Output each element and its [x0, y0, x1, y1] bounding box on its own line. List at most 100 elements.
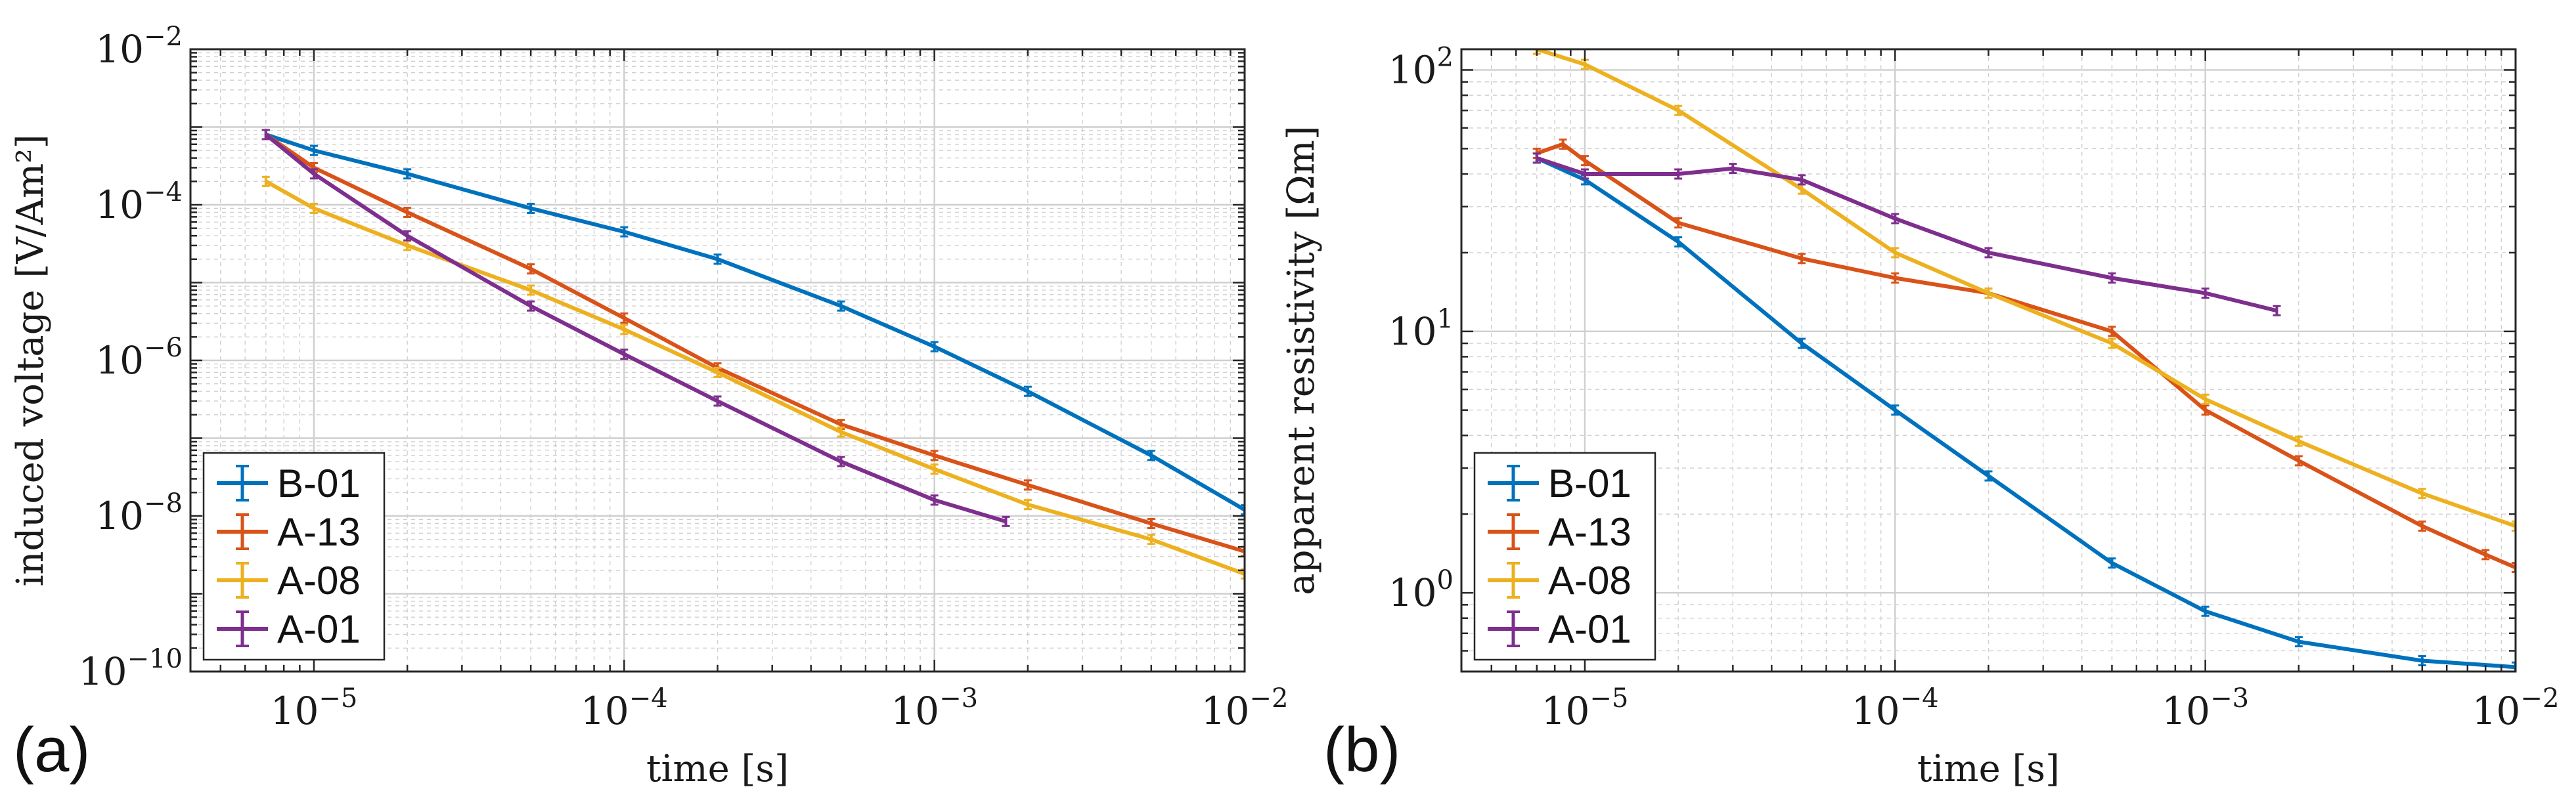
x-tick-label: 10−4 — [581, 683, 668, 733]
data-point-b-01 — [2108, 557, 2116, 569]
data-point-a-13 — [620, 312, 629, 324]
data-point-a-01 — [620, 349, 629, 360]
data-point-b-01 — [2201, 605, 2210, 617]
data-point-b-01 — [1147, 450, 1155, 461]
x-tick-label: 10−5 — [271, 683, 358, 733]
data-point-a-08 — [1984, 288, 1993, 299]
data-point-a-13 — [1580, 155, 1589, 167]
y-tick-label: 102 — [1388, 43, 1454, 93]
data-point-a-08 — [527, 284, 535, 296]
legend-item-a-08: A-08 — [217, 559, 361, 603]
panel-a-voltage-chart: 10−5 10−4 10−3 10−2 10−10 10−8 10−6 10−4 10−2 tim… — [9, 22, 1288, 790]
legend-item-a-01: A-01 — [1488, 607, 1632, 651]
data-point-a-08 — [1241, 568, 1245, 580]
legend-label: B-01 — [277, 461, 361, 505]
x-tick-label: 10−2 — [1201, 683, 1289, 733]
data-point-a-13 — [527, 263, 535, 275]
data-point-b-01 — [1023, 385, 1032, 397]
y-tick-label: 10−4 — [95, 177, 183, 227]
data-point-a-08 — [2108, 337, 2116, 349]
data-point-a-01 — [713, 395, 722, 407]
y-tick-label: 101 — [1388, 304, 1454, 354]
y-tick-label: 10−10 — [79, 644, 183, 694]
data-point-a-08 — [2201, 393, 2210, 405]
data-point-a-13 — [1798, 253, 1806, 265]
data-point-b-01 — [930, 341, 939, 353]
y-tick-label: 100 — [1388, 565, 1454, 615]
series-group — [261, 129, 1245, 580]
data-point-b-01 — [403, 168, 412, 180]
data-point-b-01 — [2512, 661, 2516, 672]
panel-b-resistivity-chart: 10−5 10−4 10−3 10−2 100 101 102 time [s] apparen… — [1280, 43, 2559, 790]
data-point-a-08 — [713, 366, 722, 378]
data-point-a-13 — [2108, 326, 2116, 337]
panel-label: (b) — [1323, 715, 1400, 785]
data-point-a-01 — [309, 168, 318, 180]
data-point-a-13 — [2418, 520, 2426, 532]
legend-label: B-01 — [1548, 461, 1632, 505]
x-tick-label: 10−3 — [891, 683, 978, 733]
data-point-a-01 — [1984, 247, 1993, 259]
data-point-a-01 — [2201, 288, 2210, 299]
data-point-b-01 — [1891, 404, 1899, 416]
legend-item-b-01: B-01 — [217, 461, 361, 505]
data-point-a-08 — [620, 324, 629, 335]
legend-label: A-01 — [1548, 607, 1632, 651]
data-point-a-01 — [1532, 152, 1541, 164]
data-point-a-01 — [1580, 168, 1589, 180]
data-point-a-01 — [1674, 168, 1683, 180]
data-point-a-13 — [403, 206, 412, 218]
legend-item-a-13: A-13 — [217, 510, 361, 554]
y-tick-label: 10−2 — [95, 22, 183, 72]
data-point-a-08 — [309, 202, 318, 214]
legend: B-01 A-13 A-08A-01 — [1473, 452, 1656, 661]
series-line-a-01 — [1536, 156, 2278, 313]
data-point-a-13 — [1023, 479, 1032, 491]
data-point-a-13 — [1674, 217, 1683, 229]
data-point-a-08 — [2294, 435, 2303, 447]
x-tick-label: 10−4 — [1852, 683, 1939, 733]
data-point-b-01 — [713, 253, 722, 265]
data-point-a-01 — [2273, 305, 2281, 316]
data-point-a-08 — [261, 175, 270, 187]
y-tick-label: 10−6 — [95, 333, 183, 383]
data-point-a-01 — [930, 494, 939, 506]
data-point-a-01 — [1891, 213, 1899, 224]
legend-item-b-01: B-01 — [1488, 461, 1632, 505]
legend-label: A-13 — [1548, 510, 1632, 554]
y-axis-label: induced voltage [V/Am²] — [9, 135, 52, 587]
x-tick-label: 10−2 — [2472, 683, 2560, 733]
x-tick-label: 10−3 — [2162, 683, 2249, 733]
data-point-a-01 — [403, 230, 412, 242]
data-point-b-01 — [527, 202, 535, 214]
data-point-a-08 — [2512, 520, 2516, 532]
data-point-a-08 — [1147, 534, 1155, 545]
data-point-a-08 — [837, 426, 845, 438]
data-point-a-13 — [1559, 139, 1567, 150]
data-point-a-08 — [930, 463, 939, 475]
data-point-b-01 — [1241, 504, 1245, 516]
data-point-a-08 — [2418, 488, 2426, 500]
data-point-b-01 — [620, 226, 629, 238]
data-point-b-01 — [1674, 236, 1683, 247]
data-point-a-13 — [2512, 562, 2516, 574]
panel-label: (a) — [13, 715, 90, 785]
data-point-a-13 — [2201, 404, 2210, 416]
data-point-b-01 — [2294, 636, 2303, 648]
legend-label: A-01 — [277, 607, 361, 651]
legend-item-a-08: A-08 — [1488, 559, 1632, 603]
y-axis-label: apparent resistivity [Ωm] — [1280, 125, 1323, 595]
data-point-a-13 — [2294, 455, 2303, 467]
data-point-a-01 — [2108, 272, 2116, 284]
data-point-a-01 — [261, 129, 270, 140]
tick-marks — [1460, 49, 2517, 673]
legend-item-a-13: A-13 — [1488, 510, 1632, 554]
data-point-b-01 — [837, 300, 845, 312]
data-point-b-01 — [1984, 470, 1993, 482]
data-point-a-01 — [837, 456, 845, 467]
data-point-a-08 — [1023, 499, 1032, 511]
legend-label: A-13 — [277, 510, 361, 554]
x-axis-label: time [s] — [1917, 748, 2060, 790]
x-axis-label: time [s] — [646, 748, 789, 790]
data-point-a-13 — [2481, 549, 2490, 561]
